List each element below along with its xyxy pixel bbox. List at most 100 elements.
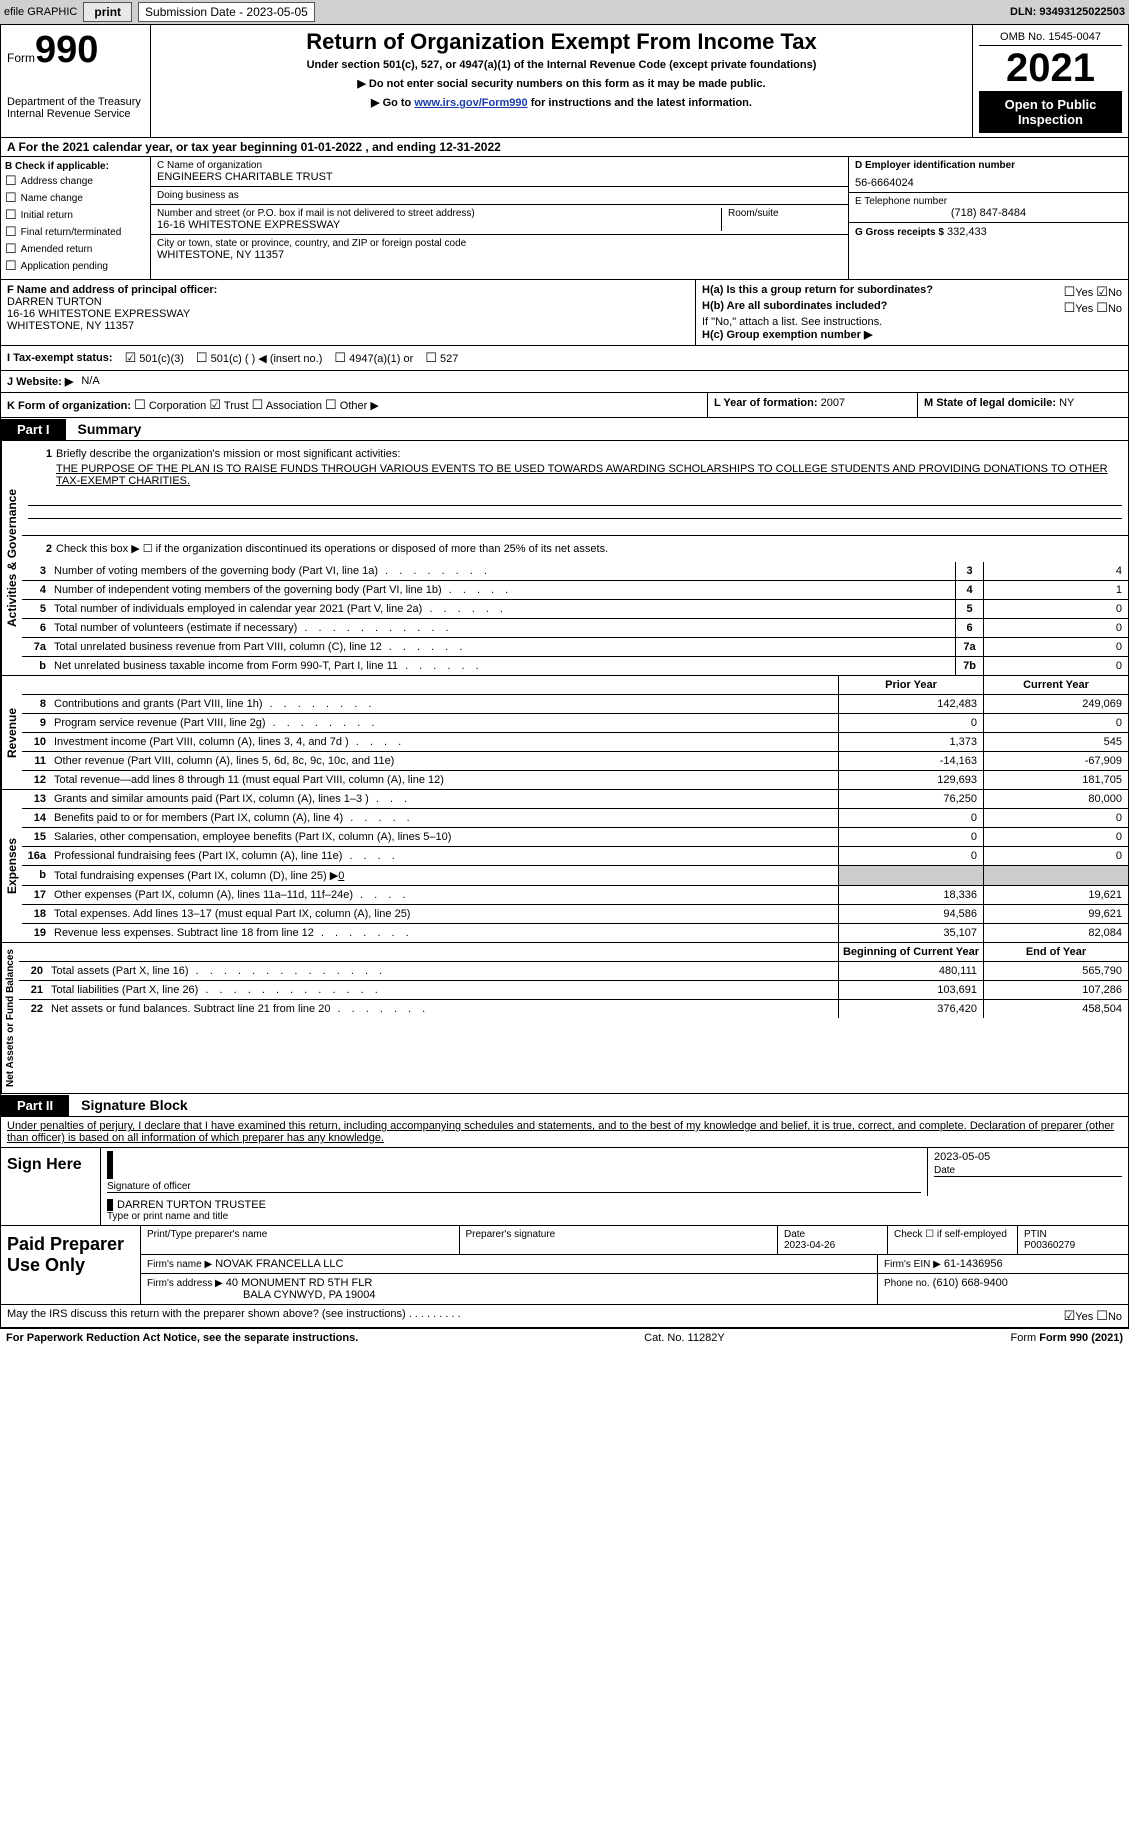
print-button[interactable]: print: [83, 2, 132, 22]
principal-street: 16-16 WHITESTONE EXPRESSWAY: [7, 308, 689, 320]
col-begin: Beginning of Current Year: [838, 943, 983, 961]
top-toolbar: efile GRAPHIC print Submission Date - 20…: [0, 0, 1129, 24]
street-label: Number and street (or P.O. box if mail i…: [157, 208, 721, 219]
part1-title: Summary: [78, 418, 142, 440]
principal-city: WHITESTONE, NY 11357: [7, 320, 689, 332]
line7b-val: 0: [983, 657, 1128, 675]
h-a-label: H(a) Is this a group return for subordin…: [702, 284, 933, 300]
page-footer: For Paperwork Reduction Act Notice, see …: [0, 1328, 1129, 1347]
part1-label: Part I: [1, 419, 66, 440]
part2-header: Part II Signature Block: [0, 1094, 1129, 1117]
mission-text: THE PURPOSE OF THE PLAN IS TO RAISE FUND…: [56, 463, 1122, 487]
paid-preparer-label: Paid Preparer Use Only: [1, 1226, 141, 1304]
website-row: J Website: ▶ N/A: [0, 371, 1129, 393]
chk-initial-return[interactable]: ☐Initial return: [5, 207, 146, 223]
open-to-public: Open to Public Inspection: [979, 91, 1122, 133]
section-b-label: B Check if applicable:: [5, 161, 146, 172]
line4-val: 1: [983, 581, 1128, 599]
chk-final-return[interactable]: ☐Final return/terminated: [5, 224, 146, 240]
efile-label: efile GRAPHIC: [4, 6, 77, 18]
city-value: WHITESTONE, NY 11357: [157, 249, 842, 261]
sig-date-value: 2023-05-05: [934, 1151, 1122, 1165]
sig-date-label: Date: [934, 1165, 1122, 1177]
part2-label: Part II: [1, 1095, 69, 1116]
dept-irs: Internal Revenue Service: [7, 108, 144, 120]
vlabel-netassets: Net Assets or Fund Balances: [1, 943, 19, 1093]
k-label: K Form of organization:: [7, 400, 131, 412]
omb-number: OMB No. 1545-0047: [979, 29, 1122, 46]
form-prefix: Form: [7, 51, 35, 65]
col-current: Current Year: [983, 676, 1128, 694]
form-header: Form990 Department of the Treasury Inter…: [0, 24, 1129, 138]
line7a-val: 0: [983, 638, 1128, 656]
officer-name: DARREN TURTON TRUSTEE: [117, 1199, 1122, 1211]
ein-label: D Employer identification number: [855, 160, 1122, 171]
sig-officer-label: Signature of officer: [107, 1181, 921, 1193]
paperwork-notice: For Paperwork Reduction Act Notice, see …: [6, 1332, 358, 1344]
preparer-name-label: Print/Type preparer's name: [141, 1226, 460, 1254]
dln-label: DLN: 93493125022503: [1010, 6, 1125, 18]
street-value: 16-16 WHITESTONE EXPRESSWAY: [157, 219, 721, 231]
k-l-m-row: K Form of organization: ☐ Corporation ☑ …: [0, 393, 1129, 418]
line2-text: Check this box ▶ ☐ if the organization d…: [56, 543, 608, 555]
org-info-block: B Check if applicable: ☐Address change ☐…: [0, 157, 1129, 280]
part2-title: Signature Block: [81, 1094, 188, 1116]
sign-here-label: Sign Here: [1, 1148, 101, 1225]
catalog-number: Cat. No. 11282Y: [644, 1332, 725, 1344]
type-name-label: Type or print name and title: [107, 1211, 1122, 1222]
gross-label: G Gross receipts $: [855, 227, 944, 238]
room-suite-label: Room/suite: [728, 208, 842, 219]
tax-status-row: I Tax-exempt status: ☑ 501(c)(3) ☐ 501(c…: [0, 346, 1129, 371]
col-prior: Prior Year: [838, 676, 983, 694]
m-label: M State of legal domicile:: [924, 397, 1056, 409]
chk-address-change[interactable]: ☐Address change: [5, 173, 146, 189]
org-name-label: C Name of organization: [157, 160, 842, 171]
form-number: 990: [35, 29, 98, 71]
line6-val: 0: [983, 619, 1128, 637]
principal-row: F Name and address of principal officer:…: [0, 280, 1129, 346]
tax-year: 2021: [979, 46, 1122, 91]
phone-value: (718) 847-8484: [855, 207, 1122, 219]
col-end: End of Year: [983, 943, 1128, 961]
line5-val: 0: [983, 600, 1128, 618]
tax-year-line: A For the 2021 calendar year, or tax yea…: [0, 138, 1129, 157]
dba-label: Doing business as: [157, 190, 842, 201]
activities-governance-section: Activities & Governance 1Briefly describ…: [0, 441, 1129, 676]
revenue-section: Revenue Prior Year Current Year 8Contrib…: [0, 676, 1129, 790]
chk-app-pending[interactable]: ☐Application pending: [5, 258, 146, 274]
chk-amended[interactable]: ☐Amended return: [5, 241, 146, 257]
submission-date: Submission Date - 2023-05-05: [138, 2, 315, 22]
part1-header: Part I Summary: [0, 418, 1129, 441]
irs-link[interactable]: www.irs.gov/Form990: [414, 97, 527, 109]
subtitle-1: Under section 501(c), 527, or 4947(a)(1)…: [159, 59, 964, 71]
goto-suffix: for instructions and the latest informat…: [528, 97, 752, 109]
principal-label: F Name and address of principal officer:: [7, 284, 689, 296]
l-label: L Year of formation:: [714, 397, 818, 409]
vlabel-revenue: Revenue: [1, 676, 22, 789]
check-self: Check ☐ if self-employed: [888, 1226, 1018, 1254]
principal-name: DARREN TURTON: [7, 296, 689, 308]
h-b-label: H(b) Are all subordinates included?: [702, 300, 887, 316]
i-label: I Tax-exempt status:: [7, 352, 113, 364]
l-value: 2007: [821, 397, 845, 409]
discuss-row: May the IRS discuss this return with the…: [0, 1305, 1129, 1328]
vlabel-activities: Activities & Governance: [1, 441, 22, 675]
gross-value: 332,433: [947, 226, 987, 238]
website-value: N/A: [81, 375, 99, 388]
ein-value: 56-6664024: [855, 177, 1122, 189]
h-b-note: If "No," attach a list. See instructions…: [702, 316, 1122, 328]
j-label: J Website: ▶: [7, 375, 73, 388]
h-c-label: H(c) Group exemption number ▶: [702, 328, 1122, 341]
phone-label: E Telephone number: [855, 196, 1122, 207]
dept-treasury: Department of the Treasury: [7, 96, 144, 108]
m-value: NY: [1059, 397, 1074, 409]
org-name: ENGINEERS CHARITABLE TRUST: [157, 171, 842, 183]
declaration: Under penalties of perjury, I declare th…: [7, 1120, 1114, 1144]
subtitle-2: ▶ Do not enter social security numbers o…: [159, 77, 964, 90]
sign-here-block: Sign Here Signature of officer 2023-05-0…: [0, 1148, 1129, 1226]
goto-prefix: ▶ Go to: [371, 97, 414, 109]
line3-val: 4: [983, 562, 1128, 580]
chk-name-change[interactable]: ☐Name change: [5, 190, 146, 206]
city-label: City or town, state or province, country…: [157, 238, 842, 249]
form-title: Return of Organization Exempt From Incom…: [159, 29, 964, 55]
